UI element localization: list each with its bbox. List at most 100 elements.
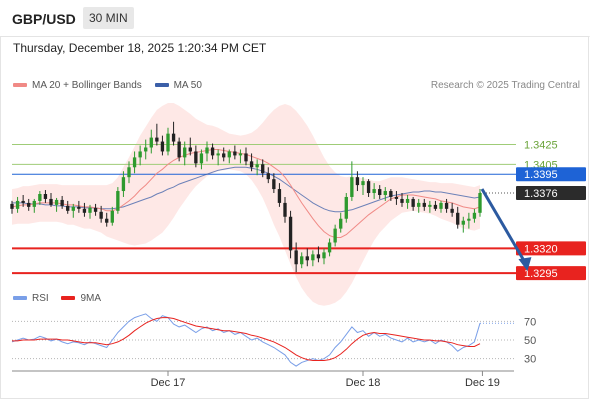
candle <box>222 147 226 162</box>
candle <box>405 194 410 209</box>
x-tick-label: Dec 18 <box>346 377 381 389</box>
candle-body <box>205 147 209 154</box>
ma50-swatch <box>154 83 169 88</box>
candle-body <box>71 206 75 211</box>
candle-body <box>183 147 187 158</box>
level-tag-1.3395 <box>516 167 586 182</box>
candle <box>411 196 415 211</box>
candle <box>144 139 148 160</box>
candle-body <box>339 218 343 229</box>
candle <box>439 200 443 213</box>
candle-body <box>361 181 365 186</box>
candle <box>283 196 287 223</box>
candle <box>82 202 87 217</box>
candle-body <box>144 147 148 152</box>
timeframe-badge[interactable]: 30 MIN <box>83 7 134 29</box>
candle-body <box>132 157 137 168</box>
candle-body <box>400 198 404 203</box>
candle-body <box>288 216 293 251</box>
currency-pair-title: GBP/USD <box>12 11 76 27</box>
candle-body <box>444 202 449 209</box>
candle <box>121 171 126 197</box>
candle <box>132 151 137 174</box>
candle-body <box>456 212 460 225</box>
candle <box>88 204 92 219</box>
candle-body <box>138 151 142 158</box>
candle-body <box>378 189 382 195</box>
candle-body <box>99 211 103 219</box>
x-tick-label: Dec 17 <box>151 377 186 389</box>
candle <box>305 248 309 267</box>
candle <box>322 248 326 265</box>
candle-body <box>21 200 25 203</box>
candle <box>27 198 31 211</box>
candle-body <box>166 133 170 152</box>
candle-body <box>127 167 131 178</box>
candle-body <box>222 153 226 158</box>
candle <box>277 183 282 207</box>
candle-body <box>93 207 98 212</box>
candle <box>38 191 42 205</box>
candle <box>467 212 471 229</box>
rsi-level-label-30: 30 <box>524 354 536 366</box>
candle <box>361 177 365 195</box>
candle <box>177 137 181 162</box>
header-bar: GBP/USD 30 MIN <box>0 0 590 36</box>
candle-body <box>355 177 360 186</box>
projection-arrowhead <box>518 257 532 272</box>
candle-body <box>294 250 298 265</box>
candle-body <box>261 164 265 174</box>
candle <box>10 200 14 214</box>
ma20-swatch <box>13 83 27 88</box>
candle-body <box>305 256 309 261</box>
candle <box>400 193 404 207</box>
candle-body <box>227 151 231 158</box>
candle <box>105 212 109 227</box>
candle <box>233 145 237 160</box>
candle-body <box>411 198 415 207</box>
candle-body <box>155 137 159 142</box>
candle-body <box>300 256 304 265</box>
candle <box>227 149 231 164</box>
bollinger-band <box>12 103 480 306</box>
candle <box>366 179 371 197</box>
candle <box>450 202 454 217</box>
candle <box>339 212 343 233</box>
candle-body <box>15 200 20 209</box>
legend-item-9ma: 9MA <box>61 293 101 304</box>
candle-body <box>188 147 192 152</box>
candle-body <box>417 202 421 207</box>
candle-body <box>272 179 276 190</box>
candle-body <box>199 153 204 164</box>
candle <box>472 208 477 223</box>
candle-body <box>433 204 438 209</box>
candle <box>428 200 432 213</box>
candle-body <box>149 137 153 148</box>
candle <box>77 200 81 213</box>
rsi-ma-swatch <box>61 296 76 301</box>
candle-body <box>327 242 332 253</box>
candle <box>199 149 204 170</box>
candle-body <box>472 212 477 219</box>
candle <box>417 198 421 213</box>
candle <box>149 129 153 154</box>
candle <box>333 224 337 247</box>
candle-body <box>233 151 237 156</box>
candle-body <box>283 202 287 217</box>
candle-body <box>238 153 243 156</box>
candle-body <box>389 191 393 197</box>
candle <box>316 246 321 263</box>
candle <box>216 149 220 166</box>
rsi-line <box>11 313 481 367</box>
candle-body <box>333 228 337 243</box>
candle-body <box>478 193 482 213</box>
candle-body <box>121 177 126 192</box>
legend-item-ma20: MA 20 + Bollinger Bands <box>13 80 142 91</box>
candle <box>350 161 354 201</box>
candle-body <box>422 202 426 207</box>
candle <box>383 187 387 201</box>
candle <box>456 206 460 229</box>
candle-body <box>255 164 259 168</box>
level-tag-1.3295 <box>516 266 586 281</box>
